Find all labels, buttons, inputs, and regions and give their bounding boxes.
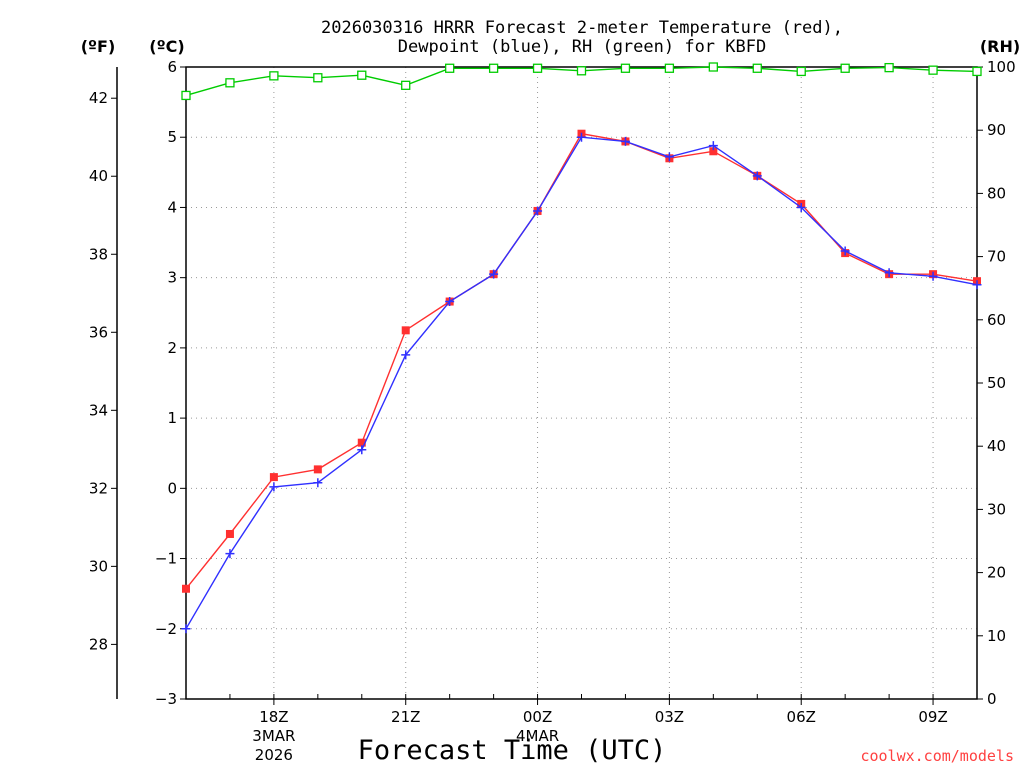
fahrenheit-tick-label: 30 xyxy=(89,557,108,575)
x-tick-date: 3MAR xyxy=(252,727,295,745)
x-tick-date: 4MAR xyxy=(516,727,559,745)
dewpoint-point xyxy=(620,136,630,146)
rh-point xyxy=(664,63,675,73)
title-line-2: Dewpoint (blue), RH (green) for KBFD xyxy=(398,37,766,57)
rh-point xyxy=(796,66,806,77)
rh-point xyxy=(620,63,631,73)
rh-tick-label: 20 xyxy=(987,564,1006,582)
temperature-point xyxy=(313,465,322,474)
rh-point xyxy=(840,63,850,73)
rh-point xyxy=(576,66,587,76)
temperature-point xyxy=(182,584,190,593)
dewpoint-point xyxy=(533,206,543,216)
title: 2026030316 HRRR Forecast 2-meter Tempera… xyxy=(321,18,843,57)
rh-tick-label: 10 xyxy=(987,627,1006,645)
dewpoint-point xyxy=(796,202,806,212)
dewpoint-point xyxy=(972,280,982,290)
rh-tick-label: 100 xyxy=(987,58,1016,76)
rh-point xyxy=(357,70,367,80)
x-tick-label: 03Z xyxy=(655,708,684,726)
temperature-point xyxy=(357,438,366,447)
x-tick-label: 18Z xyxy=(259,708,288,726)
rh-point xyxy=(752,63,762,73)
rh-tick-label: 60 xyxy=(987,311,1006,329)
dewpoint-point xyxy=(708,141,718,151)
dewpoint-point xyxy=(884,268,894,278)
x-tick-label: 09Z xyxy=(918,708,947,726)
x-axis-label: Forecast Time (UTC) xyxy=(358,735,667,766)
dewpoint-point xyxy=(928,271,938,281)
celsius-tick-label: 3 xyxy=(167,269,177,287)
axes: −3−2−10123456283032343638404201020304050… xyxy=(89,58,1016,708)
fahrenheit-tick-label: 40 xyxy=(89,167,108,185)
rh-point xyxy=(708,62,718,72)
x-tick-label: 21Z xyxy=(391,708,420,726)
celsius-tick-label: 6 xyxy=(167,58,177,76)
dewpoint-point xyxy=(752,171,762,181)
rh-point xyxy=(225,78,235,88)
temperature-point xyxy=(401,326,410,335)
fahrenheit-tick-label: 36 xyxy=(89,323,108,341)
celsius-tick-label: −2 xyxy=(155,620,177,638)
unit-label-fahrenheit: (ºF) xyxy=(81,37,116,56)
rh-tick-label: 70 xyxy=(987,248,1006,266)
rh-tick-label: 0 xyxy=(987,690,997,708)
x-tick-year: 2026 xyxy=(255,746,293,764)
dewpoint-point xyxy=(357,445,367,455)
dewpoint-point xyxy=(445,297,455,307)
dewpoint-point xyxy=(577,132,586,142)
rh-tick-label: 50 xyxy=(987,374,1006,392)
series xyxy=(181,62,982,634)
temperature-point xyxy=(269,473,278,482)
rh-tick-label: 40 xyxy=(987,437,1006,455)
credit-text: coolwx.com/models xyxy=(860,747,1014,765)
dewpoint-point xyxy=(664,152,674,162)
temperature-line xyxy=(185,132,978,590)
rh-point xyxy=(532,63,543,73)
rh-point xyxy=(269,71,279,81)
unit-label-rh: (RH) xyxy=(980,37,1020,56)
fahrenheit-tick-label: 32 xyxy=(89,479,108,497)
title-line-1: 2026030316 HRRR Forecast 2-meter Tempera… xyxy=(321,18,843,38)
grid xyxy=(186,67,977,699)
temperature-point xyxy=(225,529,234,538)
dewpoint-point xyxy=(181,624,191,634)
dewpoint-point xyxy=(489,269,499,279)
fahrenheit-tick-label: 28 xyxy=(89,635,108,653)
rh-point xyxy=(972,66,982,77)
rh-point xyxy=(445,63,455,73)
celsius-tick-label: 1 xyxy=(167,409,177,427)
dewpoint-point xyxy=(269,482,279,492)
celsius-tick-label: −3 xyxy=(155,690,177,708)
celsius-tick-label: 0 xyxy=(167,479,177,497)
x-tick-label: 06Z xyxy=(787,708,816,726)
rh-point xyxy=(928,65,938,75)
temperature-point xyxy=(709,147,718,156)
rh-tick-label: 30 xyxy=(987,500,1006,518)
fahrenheit-tick-label: 42 xyxy=(89,89,108,107)
rh-point xyxy=(401,80,411,90)
unit-label-celsius: (ºC) xyxy=(149,37,184,56)
dewpoint-point xyxy=(225,549,235,559)
celsius-tick-label: 2 xyxy=(167,339,177,357)
dewpoint-point xyxy=(401,350,411,360)
dewpoint-line xyxy=(185,136,978,630)
celsius-tick-label: −1 xyxy=(155,550,177,568)
celsius-tick-label: 4 xyxy=(167,198,177,216)
fahrenheit-tick-label: 38 xyxy=(89,245,108,263)
rh-tick-label: 80 xyxy=(987,184,1006,202)
rh-tick-label: 90 xyxy=(987,121,1006,139)
rh-point xyxy=(488,63,499,73)
plot-frame xyxy=(185,66,978,700)
rh-point xyxy=(884,62,894,73)
fahrenheit-tick-label: 34 xyxy=(89,401,108,419)
rh-point xyxy=(313,73,323,83)
dewpoint-point xyxy=(313,478,323,488)
celsius-tick-label: 5 xyxy=(167,128,177,146)
x-tick-label: 00Z xyxy=(523,708,552,726)
rh-point xyxy=(181,90,191,101)
dewpoint-point xyxy=(840,246,850,256)
